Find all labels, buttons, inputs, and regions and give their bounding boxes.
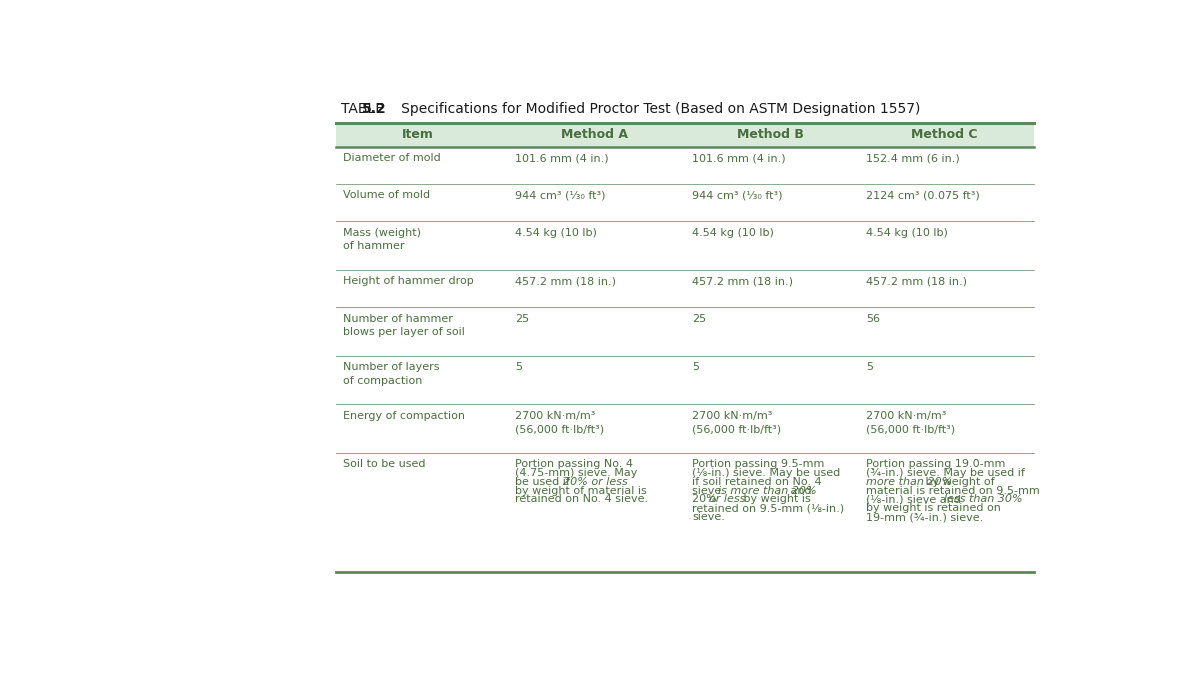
Text: Mass (weight)
of hammer: Mass (weight) of hammer <box>343 227 421 251</box>
Text: Portion passing 9.5-mm: Portion passing 9.5-mm <box>692 459 824 469</box>
Text: less than 30%: less than 30% <box>943 494 1022 504</box>
Text: 4.54 kg (10 lb): 4.54 kg (10 lb) <box>866 227 948 238</box>
Text: Height of hammer drop: Height of hammer drop <box>343 276 474 286</box>
Text: 457.2 mm (18 in.): 457.2 mm (18 in.) <box>516 276 617 286</box>
Text: Method C: Method C <box>912 128 978 141</box>
Text: 944 cm³ (¹⁄₃₀ ft³): 944 cm³ (¹⁄₃₀ ft³) <box>516 190 606 200</box>
Text: be used if: be used if <box>516 477 574 487</box>
Text: sieve.: sieve. <box>692 512 725 522</box>
Text: 25: 25 <box>516 313 529 323</box>
Text: Specifications for Modified Proctor Test (Based on ASTM Designation 1557): Specifications for Modified Proctor Test… <box>388 102 920 116</box>
Text: Portion passing No. 4: Portion passing No. 4 <box>516 459 634 469</box>
Text: if soil retained on No. 4: if soil retained on No. 4 <box>692 477 822 487</box>
Text: Portion passing 19.0-mm: Portion passing 19.0-mm <box>866 459 1006 469</box>
Text: 944 cm³ (¹⁄₃₀ ft³): 944 cm³ (¹⁄₃₀ ft³) <box>692 190 782 200</box>
Text: TABLE: TABLE <box>341 102 388 116</box>
Text: 4.54 kg (10 lb): 4.54 kg (10 lb) <box>692 227 774 238</box>
Text: 5.2: 5.2 <box>362 102 386 116</box>
Text: 5: 5 <box>516 362 522 372</box>
Text: material is retained on 9.5-mm: material is retained on 9.5-mm <box>866 485 1040 495</box>
Text: by weight is retained on: by weight is retained on <box>866 503 1001 513</box>
Text: sieve: sieve <box>692 485 725 495</box>
Text: 20%: 20% <box>692 494 720 504</box>
Text: 2700 kN·m/m³
(56,000 ft·lb/ft³): 2700 kN·m/m³ (56,000 ft·lb/ft³) <box>692 410 781 434</box>
Text: 2700 kN·m/m³
(56,000 ft·lb/ft³): 2700 kN·m/m³ (56,000 ft·lb/ft³) <box>866 410 955 434</box>
Text: retained on No. 4 sieve.: retained on No. 4 sieve. <box>516 494 649 504</box>
Text: Energy of compaction: Energy of compaction <box>343 410 466 421</box>
Text: (⅛-in.) sieve. May be used: (⅛-in.) sieve. May be used <box>692 468 840 478</box>
Text: or less: or less <box>709 494 746 504</box>
Text: retained on 9.5-mm (⅛-in.): retained on 9.5-mm (⅛-in.) <box>692 503 845 513</box>
Text: Number of hammer
blows per layer of soil: Number of hammer blows per layer of soil <box>343 313 466 337</box>
Text: by weight is: by weight is <box>739 494 810 504</box>
Text: Diameter of mold: Diameter of mold <box>343 153 442 163</box>
Text: (4.75-mm) sieve. May: (4.75-mm) sieve. May <box>516 468 638 478</box>
Text: 101.6 mm (4 in.): 101.6 mm (4 in.) <box>516 153 610 163</box>
Bar <box>336 123 1033 147</box>
Text: Volume of mold: Volume of mold <box>343 190 431 200</box>
Text: Method B: Method B <box>737 128 804 141</box>
Text: 25: 25 <box>692 313 707 323</box>
Text: and: and <box>787 485 811 495</box>
Text: by weight of material is: by weight of material is <box>516 485 647 495</box>
Text: 5: 5 <box>692 362 700 372</box>
Text: by weight of: by weight of <box>922 477 995 487</box>
Text: is more than 20%: is more than 20% <box>718 485 817 495</box>
Text: 2124 cm³ (0.075 ft³): 2124 cm³ (0.075 ft³) <box>866 190 980 200</box>
Text: more than 20%: more than 20% <box>866 477 953 487</box>
Text: (⅛-in.) sieve and: (⅛-in.) sieve and <box>866 494 965 504</box>
Text: Item: Item <box>402 128 433 141</box>
Text: 101.6 mm (4 in.): 101.6 mm (4 in.) <box>692 153 786 163</box>
Text: Number of layers
of compaction: Number of layers of compaction <box>343 362 440 385</box>
Text: 2700 kN·m/m³
(56,000 ft·lb/ft³): 2700 kN·m/m³ (56,000 ft·lb/ft³) <box>516 410 605 434</box>
Text: 5: 5 <box>866 362 874 372</box>
Text: 152.4 mm (6 in.): 152.4 mm (6 in.) <box>866 153 960 163</box>
Text: Soil to be used: Soil to be used <box>343 459 426 469</box>
Text: 457.2 mm (18 in.): 457.2 mm (18 in.) <box>692 276 793 286</box>
Text: 56: 56 <box>866 313 880 323</box>
Text: (¾-in.) sieve. May be used if: (¾-in.) sieve. May be used if <box>866 468 1025 478</box>
Text: 19-mm (¾-in.) sieve.: 19-mm (¾-in.) sieve. <box>866 512 983 522</box>
Text: 20% or less: 20% or less <box>563 477 628 487</box>
Text: Method A: Method A <box>560 128 628 141</box>
Text: 4.54 kg (10 lb): 4.54 kg (10 lb) <box>516 227 598 238</box>
Text: 457.2 mm (18 in.): 457.2 mm (18 in.) <box>866 276 967 286</box>
